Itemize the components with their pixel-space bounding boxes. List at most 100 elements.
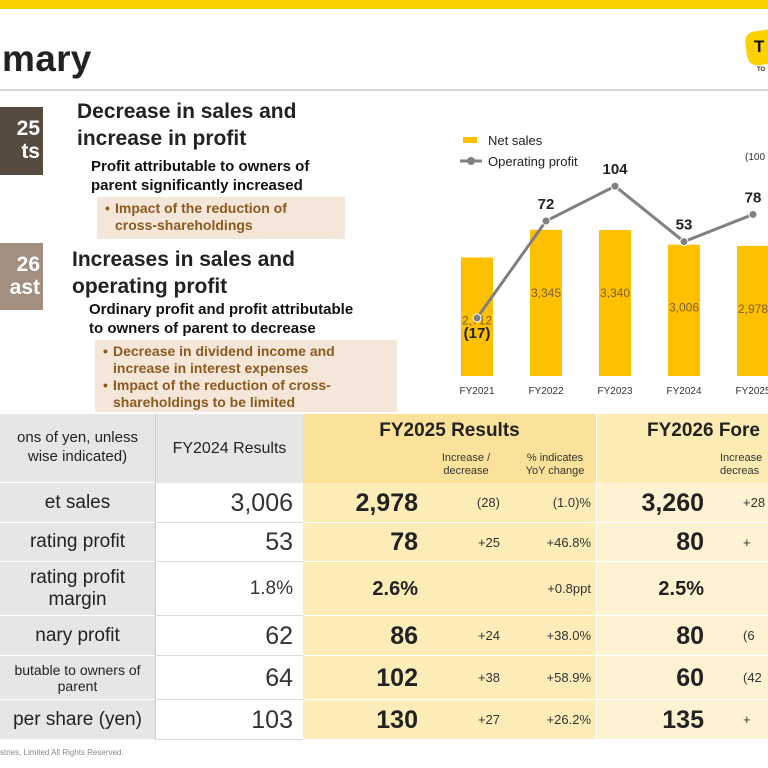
fy2026-value: 3,260 xyxy=(641,489,704,517)
row-label-line: rating profit xyxy=(29,566,126,588)
heading-line: Increases in sales and xyxy=(72,248,295,271)
operating-profit-point xyxy=(748,209,758,219)
operating-profit-label: 72 xyxy=(538,196,555,213)
fy2026-cell: 135 + xyxy=(596,700,768,740)
tag-line: 25 xyxy=(16,117,40,140)
subheading-line: to owners of parent to decrease xyxy=(89,320,316,337)
fy2025-change: +38 xyxy=(477,670,500,685)
fy2025-change: +27 xyxy=(477,712,500,727)
fy2025-pct: (1.0)% xyxy=(552,495,591,510)
row-label-line: parent xyxy=(57,677,98,694)
legend-net-sales-swatch xyxy=(463,137,477,143)
results-subheading: Profit attributable to owners of parent … xyxy=(91,157,309,195)
bullet-line: increase in interest expenses xyxy=(113,360,309,376)
x-axis-tick-label: FY2024 xyxy=(666,386,701,397)
subheader-line: % indicates xyxy=(526,452,584,464)
pct-subheader: % indicates YoY change xyxy=(515,452,595,478)
fy2025-pct: +58.9% xyxy=(546,670,591,685)
heading-line: operating profit xyxy=(72,275,228,298)
legend-op-profit-marker xyxy=(467,157,475,165)
table-unit-header: ons of yen, unless wise indicated) xyxy=(0,414,155,483)
fy2025-value: 78 xyxy=(390,528,418,556)
fy2026-change: + xyxy=(743,712,751,727)
fy2025-results-tag: 25 ts xyxy=(0,107,43,175)
note-bullet: Impact of the reduction of cross- shareh… xyxy=(103,377,389,411)
tag-line: ts xyxy=(21,140,40,163)
bullet-line: shareholdings to be limited xyxy=(113,394,296,410)
fy2025-cell: 2.6% +0.8ppt xyxy=(303,562,596,616)
results-heading: Decrease in sales and increase in profit xyxy=(77,98,296,152)
operating-profit-label: 78 xyxy=(745,189,762,206)
fy2024-value: 62 xyxy=(155,616,303,656)
net-sales-bar xyxy=(530,229,562,376)
fy2026-cell: 80 (6 xyxy=(596,616,768,656)
net-sales-bar-label: 3,006 xyxy=(669,301,699,315)
fy2026-forecast-tag: 26 ast xyxy=(0,243,43,310)
fy2026-value: 80 xyxy=(676,528,704,556)
fy2025-cell: 78 +25 +46.8% xyxy=(303,523,596,562)
net-sales-bar xyxy=(737,245,768,376)
fy2024-value: 53 xyxy=(155,523,303,562)
fy2026-header-cell: FY2026 Fore Increase decreas xyxy=(596,414,768,483)
change-subheader: Increase / decrease xyxy=(431,452,501,478)
note-bullet: Impact of the reduction of cross-shareho… xyxy=(105,200,337,234)
fy2025-pct: +0.8ppt xyxy=(547,581,591,596)
chart-unit-note: (100 xyxy=(745,152,765,163)
fy2024-value: 1.8% xyxy=(155,562,303,616)
operating-profit-label: (17) xyxy=(464,325,491,342)
row-label-line: margin xyxy=(48,588,107,610)
fy2025-cell: 2,978 (28) (1.0)% xyxy=(303,483,596,523)
row-label-line: rating profit xyxy=(29,531,126,552)
fy2026-value: 60 xyxy=(676,664,704,692)
net-sales-bar-label: 2,978 xyxy=(738,302,768,316)
row-label: nary profit xyxy=(0,616,155,656)
fy2025-cell: 86 +24 +38.0% xyxy=(303,616,596,656)
fy2026-value: 2.5% xyxy=(658,578,704,600)
net-sales-bar-label: 3,345 xyxy=(531,286,561,300)
fy2026-change: + xyxy=(743,535,751,550)
subheader-line: YoY change xyxy=(525,465,585,477)
bullet-line: Impact of the reduction of cross- xyxy=(113,377,331,393)
fy2026-change: +28 xyxy=(743,495,766,510)
fy2026-change: (42 xyxy=(743,670,762,685)
row-label: per share (yen) xyxy=(0,700,155,740)
x-axis-tick-label: FY2021 xyxy=(459,386,494,397)
fy2026-cell: 3,260 +28 xyxy=(596,483,768,523)
fy2025-header: FY2025 Results xyxy=(379,420,520,441)
header-line: wise indicated) xyxy=(27,448,128,465)
subheader-line: decreas xyxy=(720,465,760,477)
fy2024-value: 3,006 xyxy=(155,483,303,523)
heading-line: increase in profit xyxy=(77,127,247,150)
page-title: mary xyxy=(2,38,92,79)
header-line: ons of yen, unless xyxy=(17,429,138,446)
subheading-line: parent significantly increased xyxy=(91,177,303,194)
note-bullet: Decrease in dividend income and increase… xyxy=(103,343,389,377)
fy2026-cell: 80 + xyxy=(596,523,768,562)
net-sales-bar xyxy=(668,244,700,376)
operating-profit-point xyxy=(610,181,620,191)
logo-subtext: TO xyxy=(757,67,766,73)
fy2024-value: 103 xyxy=(155,700,303,740)
operating-profit-label: 53 xyxy=(676,217,693,234)
subheader-line: Increase / xyxy=(441,452,491,464)
fy2025-change: +25 xyxy=(477,535,500,550)
fy2026-cell: 60 (42 xyxy=(596,656,768,700)
legend-op-profit-label: Operating profit xyxy=(488,154,578,169)
bullet-line: cross-shareholdings xyxy=(115,217,253,233)
row-label-line: per share (yen) xyxy=(13,708,142,730)
row-label: rating profit margin xyxy=(0,562,155,616)
fy2025-change: (28) xyxy=(476,495,500,510)
fy2025-value: 130 xyxy=(376,706,418,734)
x-axis-tick-label: FY2025 xyxy=(735,386,768,397)
fy2025-header-cell: FY2025 Results Increase / decrease % ind… xyxy=(303,414,596,483)
subheader-line: decrease xyxy=(443,465,489,477)
fy2026-change: (6 xyxy=(743,628,755,643)
forecast-heading: Increases in sales and operating profit xyxy=(72,246,295,300)
tag-line: 26 xyxy=(16,253,40,276)
bullet-line: Decrease in dividend income and xyxy=(113,343,335,359)
operating-profit-point xyxy=(679,237,689,247)
subheading-line: Profit attributable to owners of xyxy=(91,158,310,175)
fy2025-value: 2.6% xyxy=(372,578,418,600)
fy2026-value: 135 xyxy=(662,706,704,734)
top-accent-bar xyxy=(0,0,768,9)
